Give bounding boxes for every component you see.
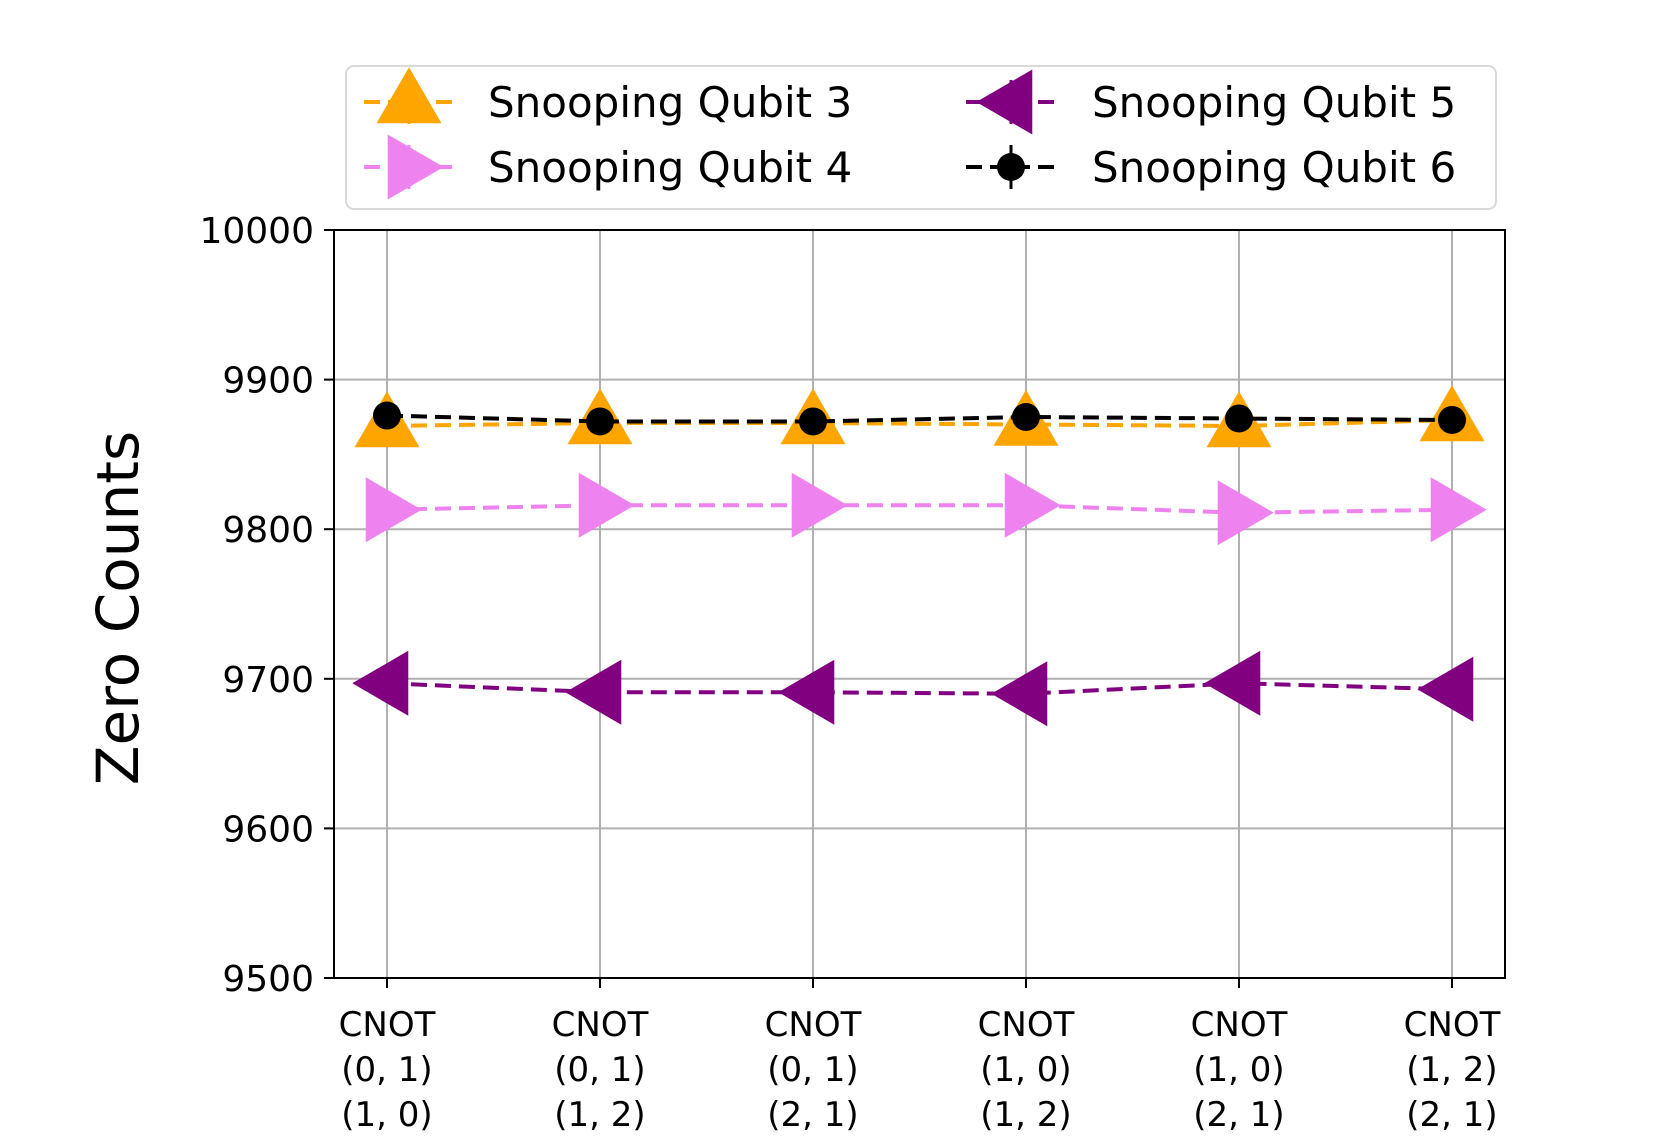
legend-label: Snooping Qubit 4 — [488, 143, 852, 192]
data-point — [1417, 656, 1474, 722]
grid-lines — [334, 229, 1505, 979]
series-line — [386, 681, 1453, 696]
legend-label: Snooping Qubit 6 — [1092, 143, 1456, 192]
legend: Snooping Qubit 3 Snooping Qubit 4 Snooping… — [345, 65, 1497, 210]
data-point — [373, 401, 401, 430]
x-tick-label: (1, 2) — [980, 1095, 1071, 1135]
data-point — [1430, 477, 1487, 543]
data-point — [565, 659, 622, 725]
x-tick-label: (1, 2) — [554, 1095, 645, 1135]
data-point — [1204, 650, 1261, 716]
data-point — [799, 407, 827, 436]
series-layer — [352, 385, 1487, 727]
legend-item: Snooping Qubit 5 — [966, 69, 1456, 135]
legend-item: Snooping Qubit 4 — [364, 134, 852, 200]
y-tick-label: 9700 — [222, 660, 314, 701]
data-point — [1012, 403, 1040, 431]
x-tick-label: (2, 1) — [1193, 1095, 1284, 1135]
data-point — [352, 650, 409, 716]
legend-marker — [376, 67, 442, 124]
x-tick-label: (1, 0) — [980, 1050, 1071, 1090]
x-tick-label: CNOT — [339, 1005, 436, 1045]
y-tick-label: 9900 — [222, 361, 314, 402]
series-4 — [373, 401, 1466, 436]
legend-marker — [997, 153, 1025, 181]
x-tick-label: CNOT — [765, 1005, 862, 1045]
y-tick-label: 10000 — [199, 211, 314, 252]
legend-marker — [387, 134, 444, 200]
legend-label: Snooping Qubit 3 — [488, 78, 852, 127]
x-tick-label: CNOT — [1191, 1005, 1288, 1045]
y-tick-label: 9500 — [222, 959, 314, 1000]
y-axis-title: Zero Counts — [84, 431, 152, 785]
data-point — [586, 407, 614, 436]
data-point — [778, 659, 835, 725]
x-tick-label: CNOT — [978, 1005, 1075, 1045]
y-tick-label: 9800 — [222, 510, 314, 551]
x-tick-label: CNOT — [1404, 1005, 1501, 1045]
series-1 — [354, 385, 1485, 448]
plot-frame — [333, 229, 1506, 979]
legend-label: Snooping Qubit 5 — [1092, 78, 1456, 127]
x-tick-label: (1, 0) — [341, 1095, 432, 1135]
x-tick-label: (0, 1) — [554, 1050, 645, 1090]
x-axis-ticks: CNOT (0, 1) (1, 0) CNOT (0, 1) (1, 2) CNOT (0, … — [339, 978, 1501, 1135]
legend-box — [345, 65, 1497, 210]
series-3 — [352, 650, 1474, 727]
x-tick-label: (0, 1) — [767, 1050, 858, 1090]
data-point — [991, 661, 1048, 727]
series-2 — [365, 472, 1487, 546]
data-point — [578, 472, 635, 538]
x-tick-label: (2, 1) — [1406, 1095, 1497, 1135]
legend-item: Snooping Qubit 3 — [364, 67, 852, 127]
series-line — [386, 503, 1453, 515]
data-point — [365, 477, 422, 543]
data-point — [1217, 480, 1274, 546]
x-tick-label: (1, 0) — [1193, 1050, 1284, 1090]
series-line — [386, 413, 1453, 424]
data-point — [791, 472, 848, 538]
y-tick-label: 9600 — [222, 809, 314, 850]
legend-marker — [976, 69, 1033, 135]
x-tick-label: (2, 1) — [767, 1095, 858, 1135]
x-tick-label: (0, 1) — [341, 1050, 432, 1090]
data-point — [1225, 404, 1253, 433]
legend-item: Snooping Qubit 6 — [966, 143, 1456, 192]
x-tick-label: CNOT — [552, 1005, 649, 1045]
data-point — [1438, 405, 1466, 434]
x-tick-label: (1, 2) — [1406, 1050, 1497, 1090]
y-axis-ticks: 9500 9600 9700 9800 9900 10000 — [199, 211, 334, 1000]
series-line — [386, 417, 1453, 428]
data-point — [1004, 472, 1061, 538]
